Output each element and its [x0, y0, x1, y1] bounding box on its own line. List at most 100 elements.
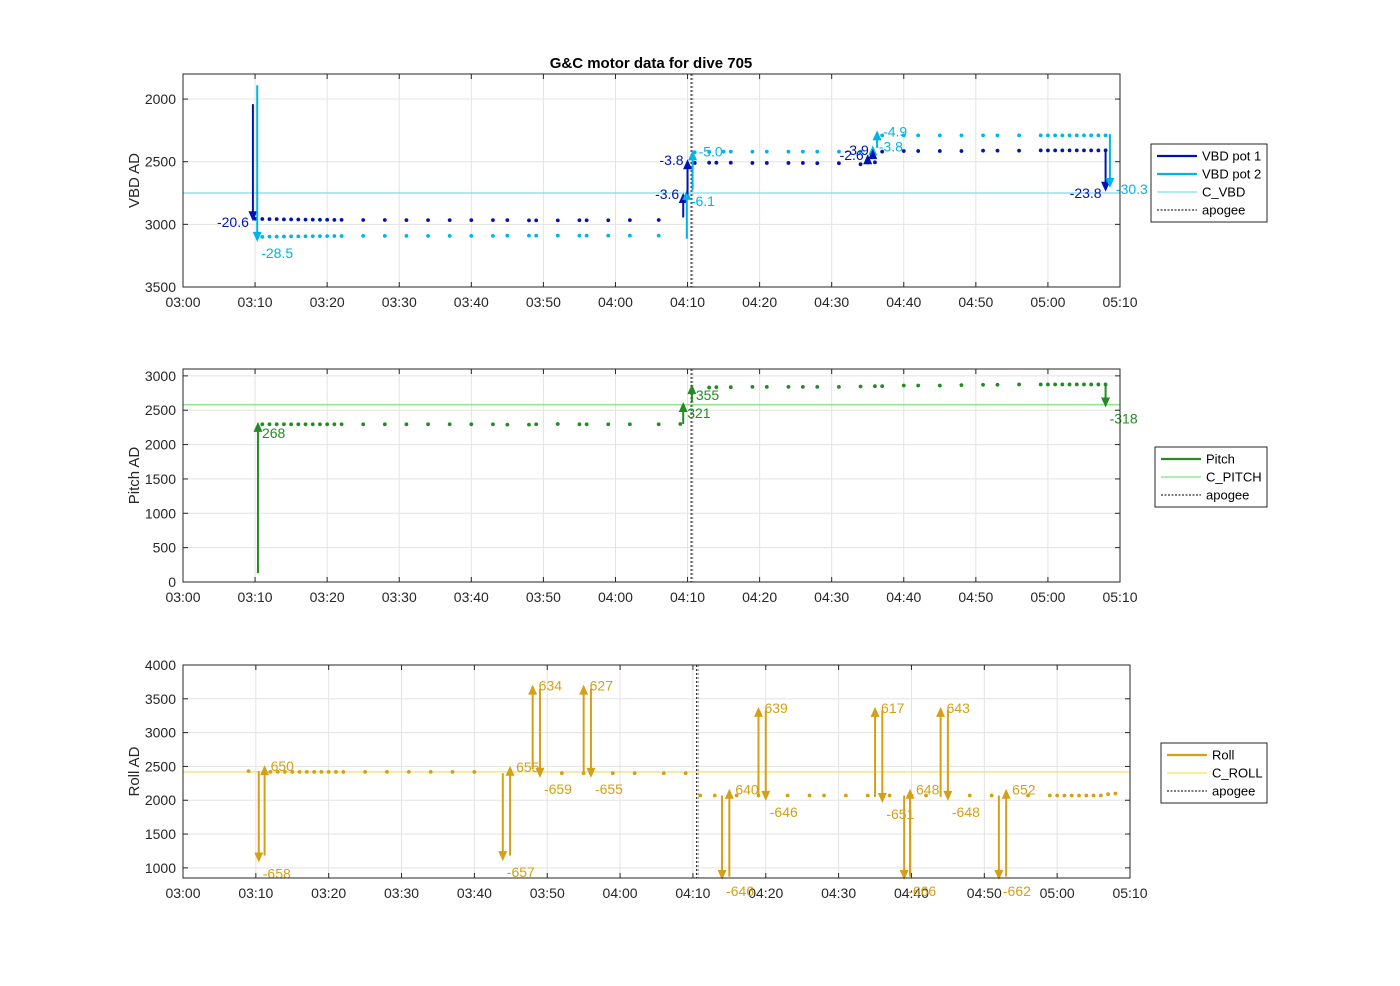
move-label: -651 [886, 806, 914, 822]
data-point [332, 217, 337, 222]
data-point [382, 218, 387, 222]
motor-move: 627 [579, 678, 613, 773]
data-point [382, 422, 387, 427]
data-point [584, 233, 589, 238]
data-point [318, 422, 322, 427]
move-label: 355 [696, 387, 720, 403]
data-point [873, 384, 877, 389]
y-tick-label: 2500 [145, 154, 176, 170]
x-tick-label: 03:50 [526, 589, 561, 605]
data-point [858, 384, 863, 389]
data-point [837, 149, 841, 154]
motor-move: -662 [994, 795, 1031, 899]
data-point [786, 149, 791, 154]
move-arrow-head [905, 788, 915, 799]
data-point [1017, 148, 1021, 153]
data-point [1055, 793, 1060, 798]
legend-entry: Pitch [1206, 452, 1235, 467]
motor-move: 652 [1001, 782, 1036, 877]
data-point [661, 771, 666, 776]
data-point [627, 233, 632, 238]
data-point [627, 422, 632, 427]
x-tick-label: 03:00 [165, 589, 200, 605]
data-point [1074, 133, 1079, 138]
move-label: -23.8 [1070, 185, 1102, 201]
x-tick-label: 03:20 [310, 589, 345, 605]
data-point [1038, 148, 1043, 153]
data-point [1026, 793, 1030, 798]
move-arrow-head [248, 211, 258, 222]
move-label: 640 [735, 782, 759, 798]
data-point [1038, 133, 1043, 138]
data-point [1069, 793, 1074, 798]
figure-title: G&C motor data for dive 705 [550, 55, 753, 72]
data-point [296, 234, 301, 239]
data-point [584, 218, 589, 223]
x-tick-label: 03:50 [530, 885, 565, 901]
data-point [304, 769, 309, 774]
data-point [800, 149, 805, 154]
data-point [318, 217, 322, 222]
data-point [428, 769, 433, 774]
move-label: 650 [271, 758, 295, 774]
data-point [260, 234, 265, 239]
motor-move: -646 [761, 710, 798, 820]
x-tick-label: 03:10 [238, 885, 273, 901]
data-point [289, 234, 294, 239]
move-arrow-head [586, 767, 596, 778]
data-point [267, 422, 272, 427]
x-tick-label: 05:10 [1102, 294, 1137, 310]
data-point [406, 769, 411, 774]
move-arrow-head [498, 851, 508, 862]
data-point [967, 793, 972, 798]
motor-move: -651 [877, 710, 915, 822]
move-label: 648 [916, 782, 940, 798]
y-tick-label: 1500 [145, 471, 176, 487]
data-point [858, 149, 863, 154]
data-point [296, 422, 301, 427]
motor-move: 321 [678, 401, 711, 424]
axes-box [182, 664, 1131, 879]
data-point [916, 383, 921, 388]
x-tick-label: 04:40 [894, 885, 929, 901]
x-tick-label: 04:00 [598, 589, 633, 605]
x-tick-label: 03:40 [454, 294, 489, 310]
data-point [916, 149, 921, 153]
data-point [1038, 382, 1043, 387]
series-vbd-pot-1 [253, 148, 1108, 223]
move-arrow-head [253, 421, 263, 432]
x-tick-label: 04:50 [958, 294, 993, 310]
data-point [382, 233, 387, 238]
move-label: -20.6 [217, 214, 249, 230]
data-point [707, 160, 712, 165]
data-point [627, 218, 632, 222]
data-point [325, 422, 330, 427]
motor-move: -659 [535, 688, 572, 797]
data-point [959, 383, 964, 388]
data-point [450, 769, 455, 774]
x-tick-label: 03:10 [238, 589, 273, 605]
x-tick-label: 05:00 [1030, 294, 1065, 310]
data-point [319, 769, 324, 774]
x-tick-label: 03:30 [384, 885, 419, 901]
move-arrow-head [753, 706, 763, 717]
x-tick-label: 04:50 [967, 885, 1002, 901]
move-label: -318 [1110, 410, 1138, 426]
data-point [469, 233, 474, 238]
data-point [750, 161, 755, 165]
data-point [339, 234, 344, 238]
data-point [310, 422, 315, 427]
move-arrow-head [1101, 181, 1111, 192]
data-point [274, 234, 279, 239]
motor-move: 617 [870, 700, 905, 797]
move-label: -5.0 [699, 143, 723, 159]
x-tick-label: 03:50 [526, 294, 561, 310]
move-label: -3.8 [879, 138, 903, 154]
data-point [325, 234, 330, 239]
data-point [1067, 133, 1072, 138]
move-arrow-head [877, 792, 887, 803]
x-tick-label: 04:50 [958, 589, 993, 605]
data-point [698, 793, 703, 798]
x-tick-label: 04:20 [742, 294, 777, 310]
